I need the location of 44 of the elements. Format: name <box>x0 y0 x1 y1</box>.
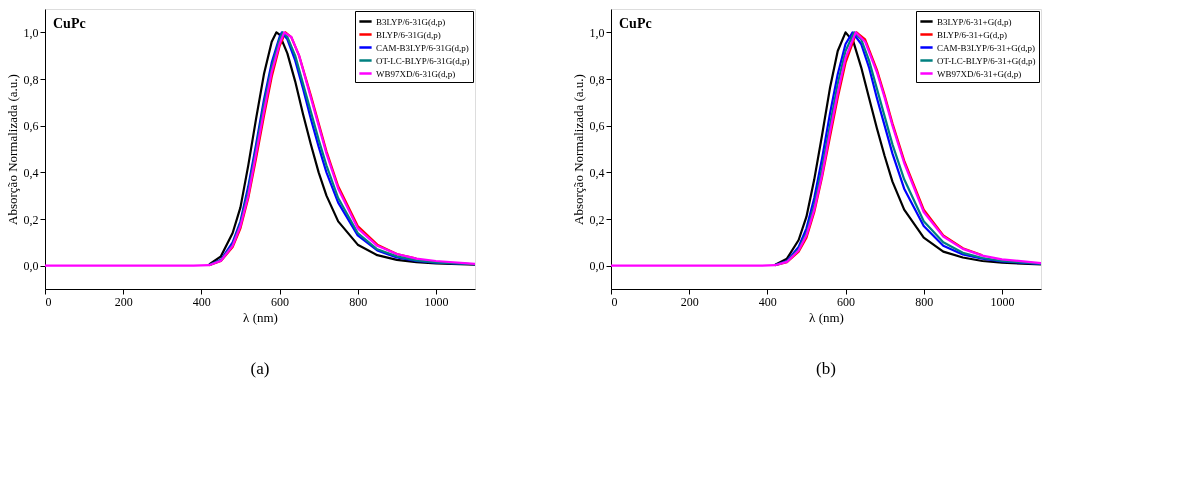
legend-label: WB97XD/6-31G(d,p) <box>376 68 456 79</box>
y-tick-label: 0,4 <box>23 165 39 180</box>
y-tick-label: 0,8 <box>23 72 39 87</box>
x-axis-title: λ (nm) <box>809 309 844 325</box>
line-series <box>611 31 1041 267</box>
x-tick-label: 400 <box>192 294 211 309</box>
x-tick-label: 0 <box>611 294 618 309</box>
y-tick-label: 1,0 <box>23 25 39 40</box>
text: (a) <box>250 359 270 378</box>
legend-label: WB97XD/6-31+G(d,p) <box>937 68 1022 79</box>
legend-label: CAM-B3LYP/6-31G(d,p) <box>376 42 469 53</box>
y-tick-label: 0,0 <box>23 259 39 274</box>
y-tick-label: 0,0 <box>589 259 605 274</box>
x-tick-label: 1000 <box>424 294 449 309</box>
x-tick-label: 600 <box>837 294 856 309</box>
y-axis-title: Absorção Normalizada (a.u.) <box>570 74 586 225</box>
x-tick-label: 200 <box>114 294 133 309</box>
legend-label: CAM-B3LYP/6-31+G(d,p) <box>937 42 1035 53</box>
x-tick-label: 600 <box>271 294 290 309</box>
y-tick-label: 0,2 <box>23 212 39 227</box>
y-tick-label: 0,4 <box>589 165 605 180</box>
y-tick-label: 0,8 <box>589 72 605 87</box>
x-tick-label: 800 <box>915 294 934 309</box>
legend-label: B3LYP/6-31+G(d,p) <box>937 16 1012 27</box>
legend-label: OT-LC-BLYP/6-31G(d,p) <box>376 55 470 66</box>
annotation: CuPc <box>53 16 86 31</box>
x-tick-label: 800 <box>349 294 368 309</box>
y-tick-label: 0,2 <box>589 212 605 227</box>
legend-label: BLYP/6-31+G(d,p) <box>937 29 1007 40</box>
y-tick-label: 0,6 <box>23 119 39 134</box>
x-tick-label: 400 <box>758 294 777 309</box>
x-tick-label: 1000 <box>990 294 1015 309</box>
legend-label: B3LYP/6-31G(d,p) <box>376 16 446 27</box>
line-series <box>45 31 475 267</box>
x-tick-label: 200 <box>680 294 699 309</box>
y-tick-label: 1,0 <box>589 25 605 40</box>
legend-label: OT-LC-BLYP/6-31+G(d,p) <box>937 55 1036 66</box>
legend-label: BLYP/6-31G(d,p) <box>376 29 441 40</box>
y-tick-label: 0,6 <box>589 119 605 134</box>
x-axis-title: λ (nm) <box>243 309 278 325</box>
text: (b) <box>816 359 836 378</box>
x-tick-label: 0 <box>45 294 52 309</box>
annotation: CuPc <box>619 16 652 31</box>
y-axis-title: Absorção Normalizada (a.u.) <box>4 74 20 225</box>
